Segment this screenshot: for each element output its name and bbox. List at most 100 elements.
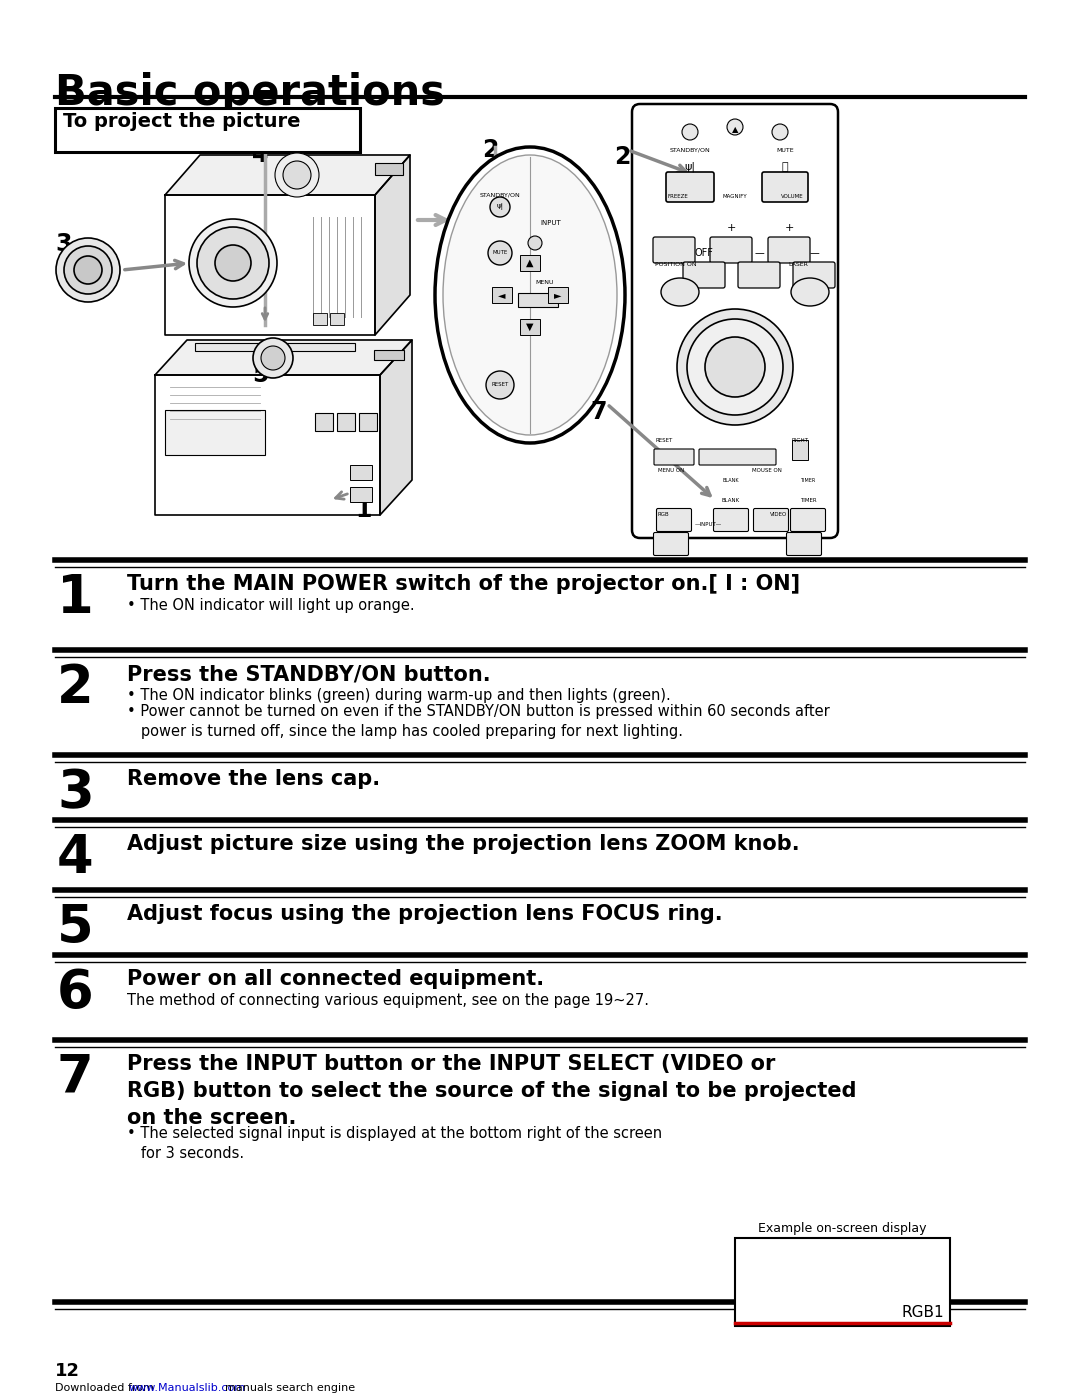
Bar	[165, 409, 265, 455]
FancyBboxPatch shape	[786, 532, 822, 556]
Text: ψ|: ψ|	[685, 162, 696, 172]
Circle shape	[486, 372, 514, 400]
Text: MENU: MENU	[535, 281, 554, 285]
Text: Adjust focus using the projection lens FOCUS ring.: Adjust focus using the projection lens F…	[127, 904, 723, 923]
Text: RIGHT: RIGHT	[792, 437, 809, 443]
Text: TIMER: TIMER	[800, 478, 815, 482]
Text: Example on-screen display: Example on-screen display	[758, 1222, 927, 1235]
Circle shape	[215, 244, 251, 281]
Text: 2: 2	[482, 138, 498, 162]
FancyBboxPatch shape	[654, 448, 694, 465]
Circle shape	[687, 319, 783, 415]
Text: Power on all connected equipment.: Power on all connected equipment.	[127, 970, 544, 989]
Text: • Power cannot be turned on even if the STANDBY/ON button is pressed within 60 s: • Power cannot be turned on even if the …	[127, 704, 829, 739]
Text: 7: 7	[57, 1052, 94, 1104]
Text: 7: 7	[561, 353, 577, 377]
Text: www.Manualslib.com: www.Manualslib.com	[129, 1383, 246, 1393]
Text: Remove the lens cap.: Remove the lens cap.	[127, 768, 380, 789]
Text: VIDEO: VIDEO	[770, 513, 787, 517]
Circle shape	[705, 337, 765, 397]
Circle shape	[56, 237, 120, 302]
Bar	[350, 465, 372, 481]
Text: MUTE: MUTE	[492, 250, 508, 256]
Circle shape	[677, 309, 793, 425]
Text: To project the picture: To project the picture	[63, 112, 300, 131]
Text: POSITION ON: POSITION ON	[654, 263, 697, 267]
Text: MUTE: MUTE	[777, 148, 794, 152]
Text: ◄: ◄	[498, 291, 505, 300]
Bar	[519, 319, 540, 335]
FancyBboxPatch shape	[754, 509, 788, 531]
Text: 5: 5	[252, 363, 268, 387]
Bar	[492, 286, 512, 303]
Bar	[195, 344, 355, 351]
Text: 3: 3	[57, 767, 94, 819]
Circle shape	[727, 119, 743, 136]
Circle shape	[75, 256, 102, 284]
Circle shape	[275, 154, 319, 197]
Polygon shape	[380, 339, 411, 515]
Circle shape	[488, 242, 512, 265]
Circle shape	[197, 226, 269, 299]
Text: —: —	[809, 249, 819, 258]
Circle shape	[528, 236, 542, 250]
Bar	[735, 1238, 950, 1326]
Polygon shape	[165, 196, 375, 335]
FancyBboxPatch shape	[762, 172, 808, 203]
Text: Adjust picture size using the projection lens ZOOM knob.: Adjust picture size using the projection…	[127, 834, 799, 854]
FancyBboxPatch shape	[666, 172, 714, 203]
Text: —: —	[754, 249, 764, 258]
Text: 1: 1	[57, 571, 94, 624]
Text: Turn the MAIN POWER switch of the projector on.[ I : ON]: Turn the MAIN POWER switch of the projec…	[127, 574, 800, 594]
Text: BLANK: BLANK	[723, 478, 740, 482]
Text: 12: 12	[55, 1362, 80, 1380]
Text: STANDBY/ON: STANDBY/ON	[670, 148, 711, 152]
FancyBboxPatch shape	[653, 532, 689, 556]
FancyBboxPatch shape	[699, 448, 777, 465]
FancyBboxPatch shape	[632, 103, 838, 538]
FancyBboxPatch shape	[714, 509, 748, 531]
Ellipse shape	[661, 278, 699, 306]
Bar	[350, 488, 372, 502]
Text: 2: 2	[57, 662, 94, 714]
Text: ▼: ▼	[526, 321, 534, 332]
Bar	[519, 256, 540, 271]
Text: RESET: RESET	[654, 437, 672, 443]
Text: The method of connecting various equipment, see on the page 19~27.: The method of connecting various equipme…	[127, 993, 649, 1009]
Text: manuals search engine: manuals search engine	[218, 1383, 355, 1393]
Polygon shape	[375, 155, 410, 335]
Text: 2: 2	[615, 145, 631, 169]
FancyBboxPatch shape	[657, 509, 691, 531]
Text: • The ON indicator blinks (green) during warm-up and then lights (green).: • The ON indicator blinks (green) during…	[127, 687, 671, 703]
Text: MOUSE ON: MOUSE ON	[752, 468, 782, 472]
Text: OFF: OFF	[694, 249, 714, 258]
Text: RGB: RGB	[658, 513, 670, 517]
FancyBboxPatch shape	[768, 237, 810, 263]
Text: 4: 4	[252, 142, 268, 168]
Text: ▲: ▲	[526, 258, 534, 268]
Bar	[374, 351, 404, 360]
Text: 7: 7	[590, 400, 607, 425]
Polygon shape	[165, 155, 410, 196]
Text: 🔇: 🔇	[782, 162, 788, 172]
Text: Press the INPUT button or the INPUT SELECT (VIDEO or
RGB) button to select the s: Press the INPUT button or the INPUT SELE…	[127, 1053, 856, 1129]
Text: Press the STANDBY/ON button.: Press the STANDBY/ON button.	[127, 664, 490, 685]
Circle shape	[283, 161, 311, 189]
Text: VOLUME: VOLUME	[781, 194, 804, 200]
Text: 6: 6	[57, 967, 94, 1018]
Text: +: +	[727, 224, 735, 233]
Circle shape	[261, 346, 285, 370]
Text: • The ON indicator will light up orange.: • The ON indicator will light up orange.	[127, 598, 415, 613]
FancyBboxPatch shape	[710, 237, 752, 263]
Circle shape	[490, 197, 510, 217]
Bar	[313, 313, 327, 326]
Bar	[548, 286, 568, 303]
Text: —INPUT—: —INPUT—	[696, 521, 723, 527]
Text: 3: 3	[55, 232, 71, 256]
Bar	[518, 293, 558, 307]
Text: ψ|: ψ|	[497, 204, 503, 211]
Circle shape	[772, 124, 788, 140]
Bar	[315, 414, 333, 432]
Circle shape	[253, 338, 293, 379]
Bar	[792, 440, 808, 460]
